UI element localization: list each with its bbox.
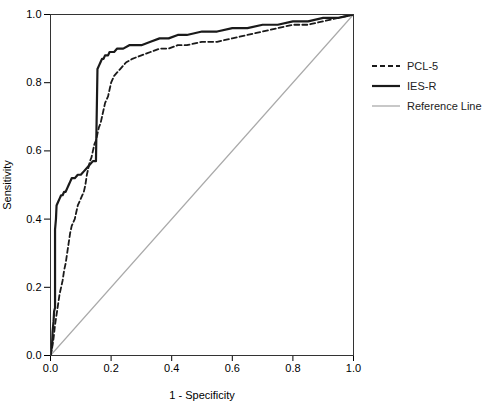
html-text:IES-R: IES-R: [407, 80, 437, 92]
svg-text:1.0: 1.0: [26, 8, 41, 20]
svg-text:0.2: 0.2: [103, 362, 118, 374]
svg-text:0.8: 0.8: [285, 362, 300, 374]
svg-text:0.6: 0.6: [225, 362, 240, 374]
svg-text:0.8: 0.8: [26, 76, 41, 88]
svg-text:1.0: 1.0: [346, 362, 361, 374]
svg-text:0.4: 0.4: [164, 362, 179, 374]
svg-text:Sensitivity: Sensitivity: [1, 160, 13, 210]
html-text:Reference Line: Reference Line: [407, 100, 482, 112]
svg-text:0.6: 0.6: [26, 144, 41, 156]
svg-text:0.0: 0.0: [26, 349, 41, 361]
html-text:PCL-5: PCL-5: [407, 60, 439, 72]
svg-text:1 - Specificity: 1 - Specificity: [169, 389, 235, 401]
svg-text:0.0: 0.0: [43, 362, 58, 374]
svg-text:0.4: 0.4: [26, 213, 41, 225]
svg-text:0.2: 0.2: [26, 281, 41, 293]
